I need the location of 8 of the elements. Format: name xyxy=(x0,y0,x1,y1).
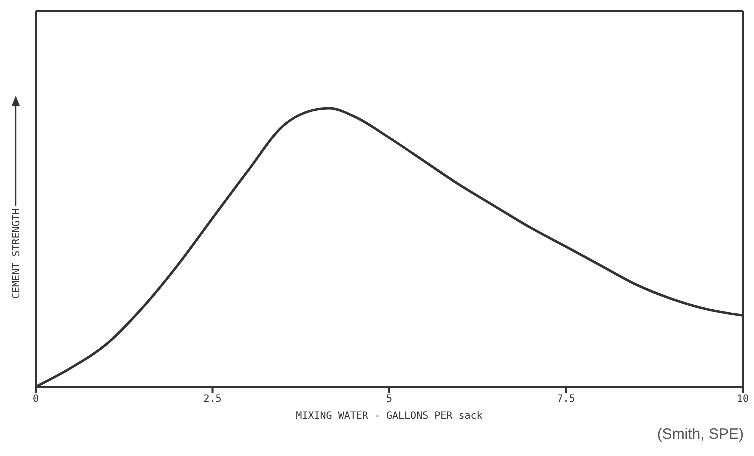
text: (Smith, SPE) xyxy=(657,426,744,443)
x-tick-label: 0 xyxy=(32,394,40,406)
x-tick-label: 5 xyxy=(386,394,393,406)
y-axis-title: CEMENT STRENGTH xyxy=(12,208,23,299)
x-axis-title: MIXING WATER - GALLONS PER sack xyxy=(296,411,483,422)
x-tick-label: 7.5 xyxy=(557,394,576,406)
x-tick-label: 10 xyxy=(736,394,750,406)
x-tick-label: 2.5 xyxy=(204,394,222,406)
